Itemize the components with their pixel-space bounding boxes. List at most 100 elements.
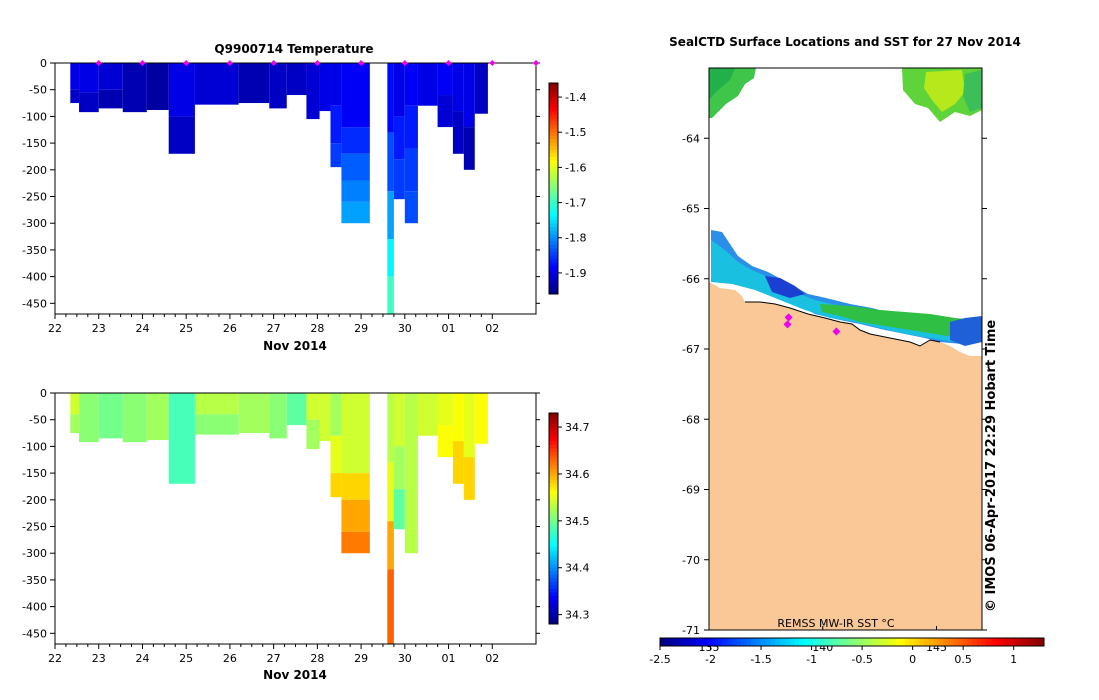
section-cell (122, 393, 147, 443)
section-cell (387, 132, 394, 192)
y-tick-label: -50 (29, 414, 47, 427)
y-tick-label: -150 (22, 467, 47, 480)
x-tick-label: 29 (354, 652, 368, 665)
colorbar-segment (549, 146, 558, 151)
x-tick-label: 22 (48, 652, 62, 665)
colorbar-segment (549, 262, 558, 267)
sst-colorbar-segment (1010, 638, 1016, 646)
seal-location-marker (832, 327, 841, 336)
colorbar-segment (549, 430, 558, 435)
sst-colorbar-segment (804, 638, 810, 646)
colorbar-tick-label: -1.8 (565, 232, 586, 245)
section-cell (393, 446, 405, 490)
sst-colorbar-segment (928, 638, 935, 646)
section-cell (341, 531, 370, 554)
colorbar-segment (549, 564, 558, 569)
surface-marker (270, 60, 277, 66)
section-cell (417, 393, 438, 436)
colorbar-segment (549, 571, 558, 576)
sst-colorbar-tick-label: 0.5 (954, 653, 972, 666)
sst-colorbar-segment (775, 638, 781, 646)
colorbar-segment (549, 237, 558, 242)
colorbar-segment (549, 269, 558, 274)
section-cell (387, 276, 394, 314)
lat-tick-label: -65 (682, 203, 700, 216)
section-cell (387, 393, 394, 463)
y-tick-label: -200 (22, 494, 47, 507)
sst-colorbar-tick-label: -2.5 (649, 653, 670, 666)
sst-product-label: REMSS MW-IR SST °C (777, 617, 895, 630)
sst-colorbar-segment (765, 638, 771, 646)
colorbar-segment (549, 493, 558, 498)
colorbar-tick-label: -1.6 (565, 161, 586, 174)
y-tick-label: -250 (22, 191, 47, 204)
sst-colorbar-segment (933, 638, 939, 646)
colorbar-segment (549, 213, 558, 218)
sst-colorbar-segment (736, 638, 743, 646)
section-cell (404, 63, 418, 106)
colorbar-tick-label: 34.5 (565, 515, 590, 528)
y-tick-label: 0 (40, 387, 47, 400)
colorbar-segment (549, 227, 558, 232)
colorbar-tick-label: -1.5 (565, 126, 586, 139)
colorbar-segment (549, 279, 558, 284)
y-tick-label: -300 (22, 217, 47, 230)
colorbar-segment (549, 107, 558, 112)
section-cell (330, 105, 342, 144)
section-cell (168, 63, 195, 117)
sst-coastal-band-blue (950, 316, 982, 346)
section-cell (404, 148, 418, 192)
sst-colorbar-segment (1000, 638, 1007, 646)
colorbar-segment (549, 441, 558, 446)
x-tick-label: 24 (135, 322, 149, 335)
section-cell (330, 473, 342, 498)
section-cell (238, 63, 270, 104)
colorbar-segment (549, 223, 558, 228)
section-cell (341, 127, 370, 154)
sst-colorbar-segment (981, 638, 987, 646)
colorbar-segment (549, 451, 558, 456)
colorbar-segment (549, 93, 558, 98)
sst-colorbar-tick-label: 1 (1010, 653, 1017, 666)
section-cell (98, 63, 123, 90)
y-tick-label: -450 (22, 627, 47, 640)
colorbar-segment (549, 490, 558, 495)
colorbar-segment (549, 149, 558, 154)
section-cell (387, 239, 394, 277)
sst-colorbar-segment (871, 638, 877, 646)
sst-colorbar-segment (837, 638, 843, 646)
section-cell (452, 111, 464, 154)
sst-colorbar-segment (794, 638, 800, 646)
colorbar-segment (549, 163, 558, 168)
colorbar-frame (548, 82, 559, 295)
colorbar-segment (549, 90, 558, 95)
section-cell (341, 63, 370, 128)
section-cell (387, 63, 394, 133)
surface-marker (226, 60, 233, 66)
sst-colorbar-segment (996, 638, 1002, 646)
lat-tick-label: -66 (682, 273, 700, 286)
map-latitude-axis: -64 -65 -66 -67 -68 -69 -70 -71 (682, 132, 987, 637)
sst-colorbar-segment (669, 638, 675, 646)
x-tick-label: 24 (135, 652, 149, 665)
sst-colorbar-segment (842, 638, 848, 646)
colorbar-segment (549, 97, 558, 102)
section-cell (98, 89, 123, 109)
sst-colorbar-segment (1039, 638, 1045, 646)
section-cell (306, 393, 320, 420)
colorbar-segment (549, 192, 558, 197)
temperature-title: Q9900714 Temperature (214, 42, 373, 56)
salinity-xlabel: Nov 2014 (263, 668, 327, 682)
x-tick-label: 25 (179, 652, 193, 665)
colorbar-segment (549, 114, 558, 119)
colorbar-segment (549, 153, 558, 158)
sst-colorbar-segment (1029, 638, 1035, 646)
sst-coastal-band-green (820, 304, 982, 338)
lat-tick-label: -70 (682, 554, 700, 567)
colorbar-segment (549, 177, 558, 182)
colorbar-segment (549, 181, 558, 186)
colorbar-segment (549, 121, 558, 126)
section-cell (417, 63, 438, 106)
map-title: SealCTD Surface Locations and SST for 27… (669, 35, 1021, 49)
